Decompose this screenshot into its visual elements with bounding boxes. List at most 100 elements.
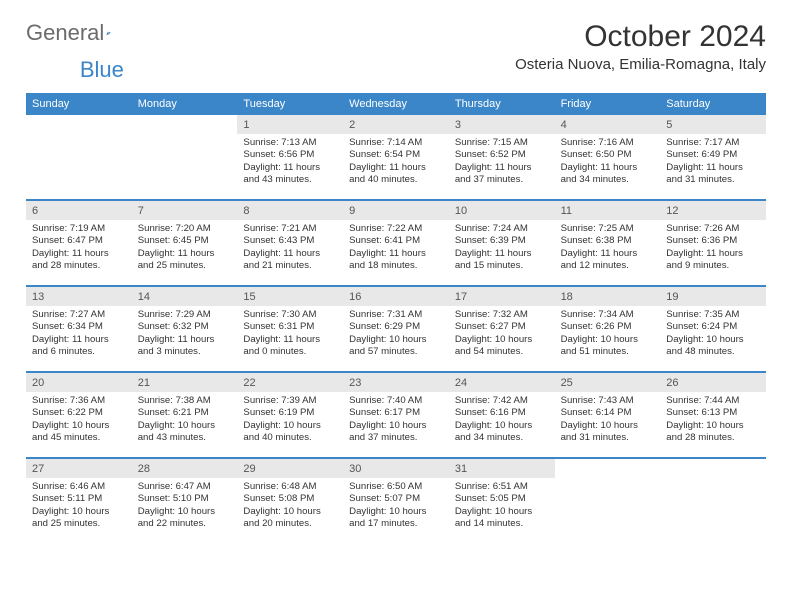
calendar-day-cell: 6Sunrise: 7:19 AMSunset: 6:47 PMDaylight… (26, 201, 132, 285)
day-day2: and 20 minutes. (243, 518, 337, 530)
brand-logo: General (26, 20, 132, 46)
day-sunrise: Sunrise: 6:50 AM (349, 481, 443, 493)
day-number: 14 (132, 287, 238, 306)
day-day1: Daylight: 10 hours (138, 420, 232, 432)
day-number: 7 (132, 201, 238, 220)
day-sunset: Sunset: 6:34 PM (32, 321, 126, 333)
calendar-day-cell: 23Sunrise: 7:40 AMSunset: 6:17 PMDayligh… (343, 373, 449, 457)
calendar-day-cell (26, 115, 132, 199)
day-sunset: Sunset: 6:41 PM (349, 235, 443, 247)
day-sunrise: Sunrise: 7:21 AM (243, 223, 337, 235)
weekday-thursday: Thursday (449, 93, 555, 115)
day-day1: Daylight: 11 hours (243, 162, 337, 174)
day-day2: and 12 minutes. (561, 260, 655, 272)
day-day1: Daylight: 11 hours (349, 248, 443, 260)
calendar-day-cell: 19Sunrise: 7:35 AMSunset: 6:24 PMDayligh… (660, 287, 766, 371)
day-day2: and 28 minutes. (666, 432, 760, 444)
calendar-day-cell: 11Sunrise: 7:25 AMSunset: 6:38 PMDayligh… (555, 201, 661, 285)
day-number: 24 (449, 373, 555, 392)
calendar-day-cell: 16Sunrise: 7:31 AMSunset: 6:29 PMDayligh… (343, 287, 449, 371)
day-number: 15 (237, 287, 343, 306)
day-day2: and 15 minutes. (455, 260, 549, 272)
day-day2: and 37 minutes. (349, 432, 443, 444)
calendar-day-cell: 26Sunrise: 7:44 AMSunset: 6:13 PMDayligh… (660, 373, 766, 457)
day-day1: Daylight: 11 hours (138, 334, 232, 346)
day-sunrise: Sunrise: 7:27 AM (32, 309, 126, 321)
day-sunset: Sunset: 6:19 PM (243, 407, 337, 419)
day-day2: and 22 minutes. (138, 518, 232, 530)
day-day2: and 28 minutes. (32, 260, 126, 272)
day-body: Sunrise: 7:39 AMSunset: 6:19 PMDaylight:… (237, 392, 343, 448)
day-sunrise: Sunrise: 7:31 AM (349, 309, 443, 321)
day-day2: and 6 minutes. (32, 346, 126, 358)
calendar-day-cell: 3Sunrise: 7:15 AMSunset: 6:52 PMDaylight… (449, 115, 555, 199)
day-number: 28 (132, 459, 238, 478)
calendar-day-cell: 17 Sunrise: 7:32 AMSunset: 6:27 PMDayligh… (449, 287, 555, 371)
day-day1: Daylight: 10 hours (32, 506, 126, 518)
day-day1: Daylight: 10 hours (561, 420, 655, 432)
calendar-day-cell: 4Sunrise: 7:16 AMSunset: 6:50 PMDaylight… (555, 115, 661, 199)
day-sunset: Sunset: 5:11 PM (32, 493, 126, 505)
day-body: Sunrise: 7:38 AMSunset: 6:21 PMDaylight:… (132, 392, 238, 448)
day-sunset: Sunset: 6:13 PM (666, 407, 760, 419)
day-sunset: Sunset: 5:07 PM (349, 493, 443, 505)
day-sunrise: Sunrise: 7:42 AM (455, 395, 549, 407)
day-number: 4 (555, 115, 661, 134)
day-number: 9 (343, 201, 449, 220)
weekday-wednesday: Wednesday (343, 93, 449, 115)
day-body: Sunrise: 7:44 AMSunset: 6:13 PMDaylight:… (660, 392, 766, 448)
day-day2: and 40 minutes. (243, 432, 337, 444)
day-body: Sunrise: 7:17 AMSunset: 6:49 PMDaylight:… (660, 134, 766, 190)
day-sunset: Sunset: 6:54 PM (349, 149, 443, 161)
day-day1: Daylight: 11 hours (138, 248, 232, 260)
day-number: 29 (237, 459, 343, 478)
calendar-weeks: 1Sunrise: 7:13 AMSunset: 6:56 PMDaylight… (26, 115, 766, 543)
calendar-day-cell: 22Sunrise: 7:39 AMSunset: 6:19 PMDayligh… (237, 373, 343, 457)
day-sunset: Sunset: 6:24 PM (666, 321, 760, 333)
brand-text-general: General (26, 20, 104, 46)
day-sunset: Sunset: 6:31 PM (243, 321, 337, 333)
day-day2: and 43 minutes. (138, 432, 232, 444)
day-sunrise: Sunrise: 7:32 AM (455, 309, 549, 321)
day-number: 17 (449, 287, 555, 306)
day-sunrise: Sunrise: 7:35 AM (666, 309, 760, 321)
day-number: 26 (660, 373, 766, 392)
day-body: Sunrise: 7:40 AMSunset: 6:17 PMDaylight:… (343, 392, 449, 448)
calendar-day-cell: 29Sunrise: 6:48 AMSunset: 5:08 PMDayligh… (237, 459, 343, 543)
day-sunset: Sunset: 6:21 PM (138, 407, 232, 419)
day-sunset: Sunset: 6:29 PM (349, 321, 443, 333)
calendar-day-cell: 21Sunrise: 7:38 AMSunset: 6:21 PMDayligh… (132, 373, 238, 457)
day-sunset: Sunset: 6:45 PM (138, 235, 232, 247)
day-sunrise: Sunrise: 7:40 AM (349, 395, 443, 407)
day-sunrise: Sunrise: 6:46 AM (32, 481, 126, 493)
day-day2: and 21 minutes. (243, 260, 337, 272)
location-subtitle: Osteria Nuova, Emilia-Romagna, Italy (515, 56, 766, 73)
day-day1: Daylight: 10 hours (666, 420, 760, 432)
day-sunrise: Sunrise: 6:47 AM (138, 481, 232, 493)
day-sunset: Sunset: 6:26 PM (561, 321, 655, 333)
weekday-monday: Monday (132, 93, 238, 115)
day-sunrise: Sunrise: 7:38 AM (138, 395, 232, 407)
calendar-day-cell: 10Sunrise: 7:24 AMSunset: 6:39 PMDayligh… (449, 201, 555, 285)
calendar-day-cell: 15Sunrise: 7:30 AMSunset: 6:31 PMDayligh… (237, 287, 343, 371)
calendar-day-cell: 27Sunrise: 6:46 AMSunset: 5:11 PMDayligh… (26, 459, 132, 543)
day-sunset: Sunset: 6:27 PM (455, 321, 549, 333)
day-body: Sunrise: 7:36 AMSunset: 6:22 PMDaylight:… (26, 392, 132, 448)
calendar-day-cell (555, 459, 661, 543)
day-day1: Daylight: 10 hours (455, 334, 549, 346)
day-day1: Daylight: 10 hours (349, 334, 443, 346)
calendar-day-cell (660, 459, 766, 543)
day-number: 30 (343, 459, 449, 478)
day-body: Sunrise: 6:46 AMSunset: 5:11 PMDaylight:… (26, 478, 132, 534)
day-number: 13 (26, 287, 132, 306)
day-sunrise: Sunrise: 7:22 AM (349, 223, 443, 235)
day-body: Sunrise: 7:35 AMSunset: 6:24 PMDaylight:… (660, 306, 766, 362)
day-sunrise: Sunrise: 7:26 AM (666, 223, 760, 235)
day-day1: Daylight: 10 hours (349, 420, 443, 432)
day-day2: and 25 minutes. (138, 260, 232, 272)
day-number: 31 (449, 459, 555, 478)
day-day2: and 31 minutes. (666, 174, 760, 186)
day-sunset: Sunset: 6:47 PM (32, 235, 126, 247)
day-day1: Daylight: 11 hours (32, 334, 126, 346)
day-body: Sunrise: 7:42 AMSunset: 6:16 PMDaylight:… (449, 392, 555, 448)
